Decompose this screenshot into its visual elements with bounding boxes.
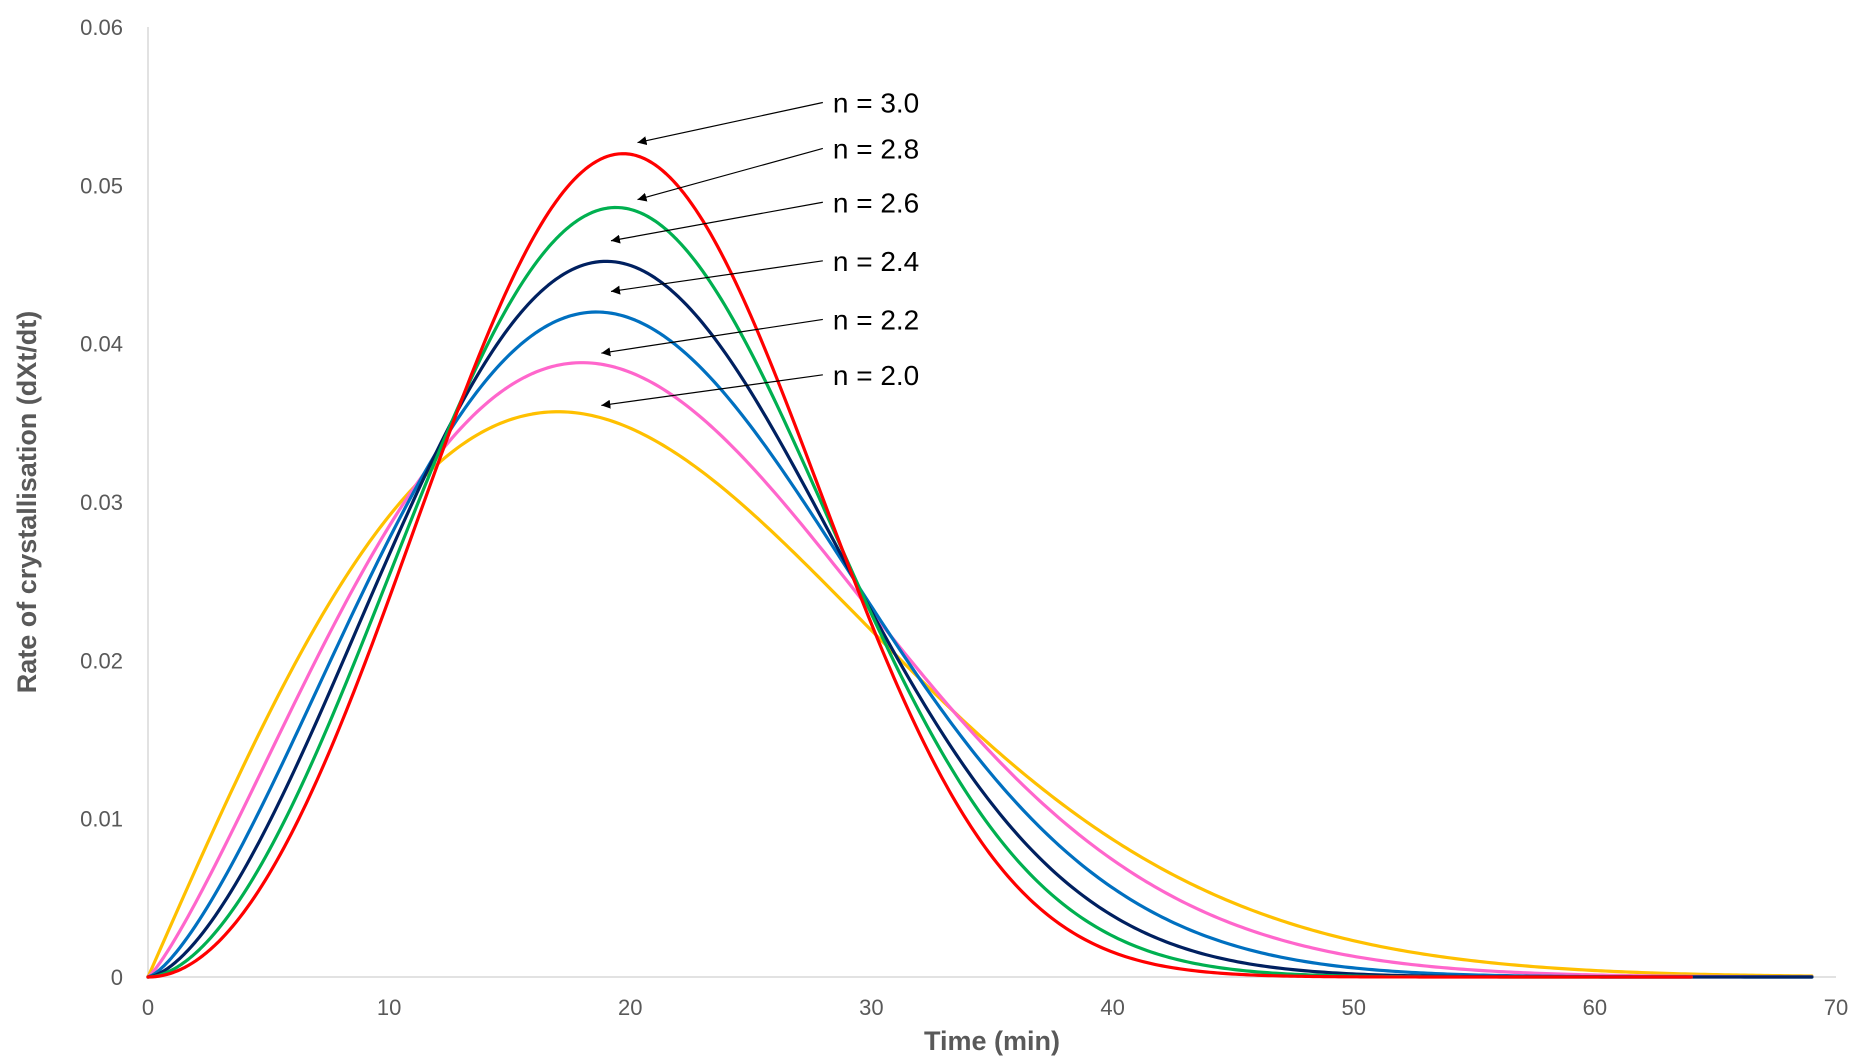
x-tick-label: 10	[377, 995, 401, 1020]
x-tick-label: 20	[618, 995, 642, 1020]
x-tick-label: 70	[1824, 995, 1848, 1020]
y-tick-label: 0.05	[80, 173, 123, 198]
y-tick-label: 0.06	[80, 15, 123, 40]
annotation-label: n = 2.4	[833, 246, 919, 277]
annotation-arrow	[610, 201, 823, 244]
series-line-n-2-4	[146, 310, 1814, 979]
x-tick-label: 0	[142, 995, 154, 1020]
annotation-arrow	[610, 260, 823, 295]
annotation-arrow	[637, 101, 823, 146]
annotation-label: n = 2.8	[833, 133, 919, 164]
series-lines	[146, 152, 1814, 979]
annotation-label: n = 2.2	[833, 304, 919, 335]
y-tick-label: 0.03	[80, 490, 123, 515]
series-line-n-2	[146, 410, 1814, 979]
annotation-arrow	[637, 147, 824, 202]
y-tick-label: 0.04	[80, 332, 123, 357]
x-tick-label: 50	[1341, 995, 1365, 1020]
y-tick-label: 0.02	[80, 648, 123, 673]
series-line-n-2-2	[146, 361, 1814, 979]
annotation-label: n = 3.0	[833, 88, 919, 119]
y-tick-label: 0	[111, 965, 123, 990]
y-tick-label: 0.01	[80, 807, 123, 832]
x-axis-title: Time (min)	[924, 1026, 1060, 1056]
annotation-arrow	[601, 318, 823, 357]
series-line-n-2-6	[146, 259, 1814, 979]
annotation-label: n = 2.0	[833, 360, 919, 391]
y-axis-title: Rate of crystallisation (dXt/dt)	[12, 311, 42, 694]
annotation-arrow	[601, 374, 823, 409]
x-tick-label: 60	[1583, 995, 1607, 1020]
series-line-n-2-8	[146, 205, 1693, 979]
annotations: n = 3.0 n = 2.8 n = 2.6 n = 2.4 n = 2.2 n = 2…	[601, 88, 919, 409]
annotation-label: n = 2.6	[833, 187, 919, 218]
series-line-n-3	[146, 152, 1693, 979]
x-tick-label: 40	[1100, 995, 1124, 1020]
x-tick-label: 30	[859, 995, 883, 1020]
axes: 0 0.01 0.02 0.03 0.04 0.05 0.06 0 10 20 30 40 50 60 70	[80, 15, 1848, 1020]
